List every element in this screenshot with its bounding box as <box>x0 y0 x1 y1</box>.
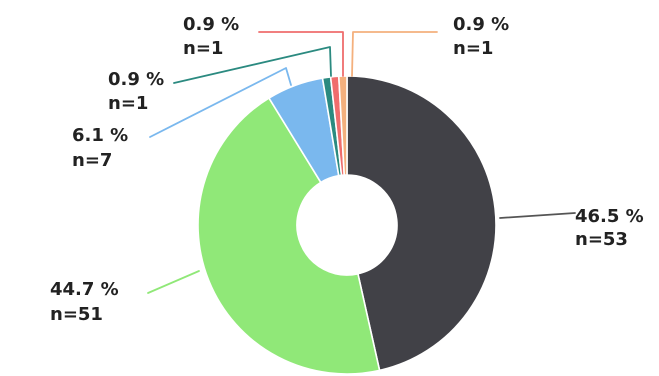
donut-slice-0 <box>346 75 497 372</box>
leader-line-5 <box>351 31 438 77</box>
slice-label-5: 0.9 % n=1 <box>453 14 509 59</box>
slices-layer <box>197 75 497 375</box>
slice-count-label-2: n=7 <box>72 150 112 171</box>
slice-count-label-4: n=1 <box>183 38 223 59</box>
slice-label-1: 44.7 % n=51 <box>50 279 119 325</box>
slice-count-label-3: n=1 <box>108 93 148 114</box>
slice-label-0: 46.5 % n=53 <box>575 206 644 250</box>
leader-line-0 <box>499 212 576 219</box>
slice-percent-label-3: 0.9 % <box>108 69 164 90</box>
donut-slice-1 <box>197 96 381 375</box>
slice-percent-label-1: 44.7 % <box>50 279 119 300</box>
leader-line-1 <box>147 270 200 294</box>
leader-line-4 <box>258 31 344 77</box>
slice-count-label-1: n=51 <box>50 304 103 325</box>
leader-line-2 <box>149 67 292 138</box>
slice-count-label-5: n=1 <box>453 38 493 59</box>
slice-percent-label-2: 6.1 % <box>72 125 128 146</box>
slice-percent-label-5: 0.9 % <box>453 14 509 35</box>
slice-percent-label-0: 46.5 % <box>575 206 644 227</box>
slice-percent-label-4: 0.9 % <box>183 14 239 35</box>
slice-label-4: 0.9 % n=1 <box>183 14 239 59</box>
leader-line-3 <box>173 46 332 84</box>
slice-count-label-0: n=53 <box>575 229 628 250</box>
slice-label-3: 0.9 % n=1 <box>108 69 164 114</box>
donut-slice-5 <box>337 75 348 176</box>
slice-label-2: 6.1 % n=7 <box>72 125 128 171</box>
leader-lines-layer <box>147 31 576 294</box>
